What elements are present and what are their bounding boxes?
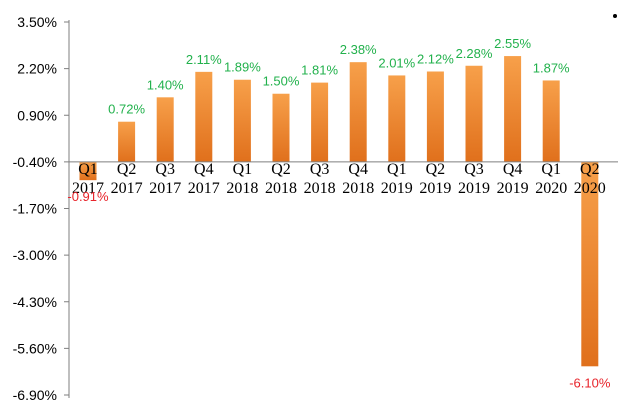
data-label: 2.01% — [378, 55, 415, 70]
y-tick-label: -5.60% — [13, 340, 57, 356]
x-tick-quarter: Q3 — [155, 161, 175, 178]
bar — [581, 161, 599, 367]
data-label: 1.87% — [533, 60, 570, 75]
x-tick-year: 2018 — [304, 180, 336, 197]
x-tick-year: 2017 — [72, 180, 104, 197]
y-tick-label: -6.90% — [13, 387, 57, 403]
corner-dot — [613, 14, 617, 18]
data-label: 0.72% — [108, 102, 145, 117]
x-tick-year: 2018 — [265, 180, 297, 197]
data-label: 2.28% — [456, 46, 493, 61]
y-tick-label: -4.30% — [13, 294, 57, 310]
y-axis-ticks: 3.50% 2.20% 0.90% -0.40% -1.70% -3.00% -4.30% -… — [13, 14, 69, 403]
data-label: 1.50% — [263, 74, 300, 89]
x-tick-year: 2018 — [226, 180, 258, 197]
bar — [233, 79, 251, 162]
x-tick-year: 2019 — [381, 180, 413, 197]
x-tick-quarter: Q1 — [78, 161, 98, 178]
data-label: -0.91% — [67, 189, 109, 204]
bar — [79, 161, 97, 181]
bar — [272, 93, 290, 162]
y-tick-label: -3.00% — [13, 247, 57, 263]
x-tick-year: 2020 — [535, 180, 567, 197]
bar — [156, 97, 174, 162]
data-label: 1.81% — [301, 63, 338, 78]
bar — [426, 71, 444, 162]
x-tick-year: 2018 — [342, 180, 374, 197]
bar — [542, 80, 560, 162]
x-tick-quarter: Q2 — [580, 161, 600, 178]
bar — [504, 56, 522, 162]
x-tick-quarter: Q2 — [426, 161, 446, 178]
data-labels: -0.91% 0.72%1.40%2.11%1.89%1.50%1.81%2.38… — [67, 36, 610, 390]
x-tick-year: 2017 — [188, 180, 220, 197]
x-tick-quarter: Q2 — [271, 161, 291, 178]
bar — [118, 121, 136, 162]
y-tick-label: 0.90% — [17, 107, 57, 123]
y-tick-label: 3.50% — [17, 14, 57, 30]
bar — [195, 71, 213, 162]
bar — [311, 82, 329, 162]
axes — [68, 20, 618, 398]
y-tick-label: -0.40% — [13, 154, 57, 170]
data-label: 1.40% — [147, 77, 184, 92]
x-tick-quarter: Q4 — [194, 161, 214, 178]
x-tick-quarter: Q1 — [541, 161, 561, 178]
y-tick-label: -1.70% — [13, 201, 57, 217]
data-label: 1.89% — [224, 60, 261, 75]
data-label: 2.38% — [340, 42, 377, 57]
bar — [388, 75, 406, 162]
x-tick-quarter: Q3 — [464, 161, 484, 178]
x-tick-quarter: Q3 — [310, 161, 330, 178]
bar — [465, 65, 483, 162]
bars — [79, 56, 599, 367]
x-tick-quarter: Q4 — [348, 161, 368, 178]
x-tick-quarter: Q4 — [503, 161, 523, 178]
data-label: 2.55% — [494, 36, 531, 51]
x-tick-year: 2019 — [419, 180, 451, 197]
data-label: 2.11% — [186, 52, 222, 67]
x-tick-year: 2020 — [574, 180, 606, 197]
x-tick-year: 2017 — [149, 180, 181, 197]
x-tick-quarter: Q2 — [117, 161, 137, 178]
y-tick-label: 2.20% — [17, 61, 57, 77]
x-axis-labels: Q1 2017 Q2 2017 Q3 2017 Q4 2017 Q1 2018 Q2 2018 Q3 20… — [72, 161, 606, 197]
x-tick-year: 2019 — [458, 180, 490, 197]
data-label: -6.10% — [569, 375, 611, 390]
x-tick-year: 2017 — [111, 180, 143, 197]
x-tick-quarter: Q1 — [233, 161, 253, 178]
x-tick-year: 2019 — [497, 180, 529, 197]
x-tick-quarter: Q1 — [387, 161, 407, 178]
data-label: 2.12% — [417, 51, 454, 66]
bar — [349, 62, 367, 162]
